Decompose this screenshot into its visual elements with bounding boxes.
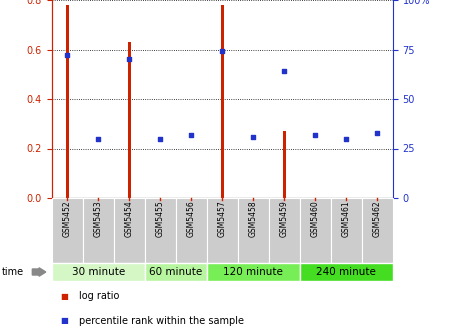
Bar xyxy=(145,263,207,281)
Bar xyxy=(300,263,393,281)
Bar xyxy=(362,198,393,263)
Bar xyxy=(83,198,114,263)
Bar xyxy=(97,198,100,201)
Bar xyxy=(190,198,193,201)
Bar xyxy=(345,198,348,201)
Text: GSM5456: GSM5456 xyxy=(187,200,196,237)
Bar xyxy=(376,198,379,201)
Text: ■: ■ xyxy=(61,292,69,301)
Text: 240 minute: 240 minute xyxy=(317,267,376,277)
Bar xyxy=(66,5,69,198)
Bar xyxy=(114,198,145,263)
Bar xyxy=(207,198,238,263)
Text: 30 minute: 30 minute xyxy=(71,267,125,277)
Point xyxy=(281,69,288,74)
Text: log ratio: log ratio xyxy=(79,291,119,301)
Text: GSM5455: GSM5455 xyxy=(156,200,165,237)
Bar xyxy=(238,198,269,263)
Text: ■: ■ xyxy=(61,316,69,325)
Bar xyxy=(145,198,176,263)
Text: GSM5460: GSM5460 xyxy=(311,200,320,237)
Bar xyxy=(52,198,83,263)
Point xyxy=(312,132,319,137)
Text: GSM5453: GSM5453 xyxy=(94,200,103,237)
Bar xyxy=(283,131,286,198)
Text: GSM5462: GSM5462 xyxy=(373,200,382,237)
Point xyxy=(343,136,350,141)
Text: percentile rank within the sample: percentile rank within the sample xyxy=(79,316,243,326)
Bar xyxy=(221,5,224,198)
Point xyxy=(126,57,133,62)
Text: GSM5459: GSM5459 xyxy=(280,200,289,237)
Bar xyxy=(331,198,362,263)
Bar xyxy=(300,198,331,263)
Text: GSM5458: GSM5458 xyxy=(249,200,258,237)
Text: GSM5457: GSM5457 xyxy=(218,200,227,237)
Point xyxy=(374,130,381,135)
Point xyxy=(219,49,226,54)
Text: 120 minute: 120 minute xyxy=(223,267,283,277)
Point xyxy=(95,136,102,141)
Bar xyxy=(207,263,300,281)
Text: GSM5461: GSM5461 xyxy=(342,200,351,237)
Bar xyxy=(252,198,255,201)
Point xyxy=(64,53,71,58)
Bar xyxy=(269,198,300,263)
Bar xyxy=(128,42,131,198)
Point xyxy=(157,136,164,141)
Text: 60 minute: 60 minute xyxy=(149,267,202,277)
Text: time: time xyxy=(2,267,24,277)
Point xyxy=(188,132,195,137)
Bar xyxy=(176,198,207,263)
Text: GSM5454: GSM5454 xyxy=(125,200,134,237)
Point xyxy=(250,134,257,139)
Bar xyxy=(314,198,317,201)
Bar xyxy=(159,198,162,201)
Text: GSM5452: GSM5452 xyxy=(63,200,72,237)
Bar xyxy=(52,263,145,281)
